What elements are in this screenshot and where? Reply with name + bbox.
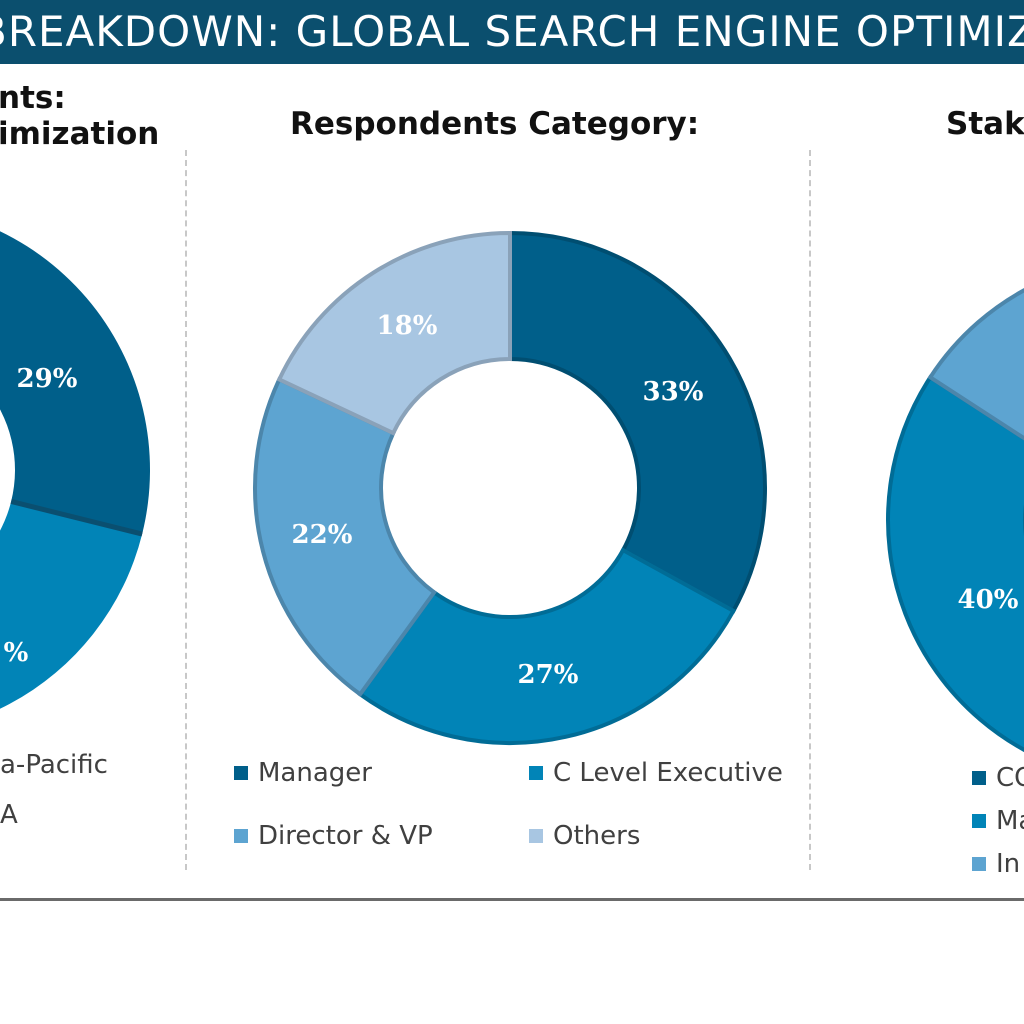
right-legend-label-3: In — [996, 849, 1021, 879]
legend-item-c-level: C Level Executive — [529, 758, 783, 788]
left-slice-label-29: 29% — [17, 364, 78, 394]
legend-swatch-manager — [234, 766, 248, 780]
legend-label-others: Others — [553, 821, 641, 851]
bottom-rule — [0, 898, 1024, 901]
right-slice-label-40: 40% — [958, 585, 1019, 615]
banner-title: BREAKDOWN: GLOBAL SEARCH ENGINE OPTIMIZ — [0, 7, 1024, 56]
right-donut-slice-ma — [886, 374, 1024, 752]
legend-item-manager: Manager — [234, 758, 372, 788]
center-donut-slice-others — [276, 230, 512, 436]
right-legend-item-1: CO — [972, 763, 1024, 793]
legend-item-others: Others — [529, 821, 640, 851]
legend-swatch-others — [529, 829, 543, 843]
right-donut — [886, 288, 1024, 752]
right-legend-swatch-1 — [972, 771, 986, 785]
center-donut-slice-director-vp — [253, 376, 437, 698]
center-chart-title: Respondents Category: — [290, 106, 700, 142]
center-slice-label-others: 18% — [377, 311, 438, 341]
right-legend-label-2: Ma — [996, 806, 1024, 836]
left-legend-item-1: a-Pacific — [0, 750, 108, 780]
left-legend-label-1: a-Pacific — [0, 750, 108, 780]
right-legend-item-3: In — [972, 849, 1020, 879]
left-legend-label-2: A — [0, 800, 18, 830]
legend-label-manager: Manager — [258, 758, 372, 788]
left-legend-item-2: A — [0, 800, 18, 830]
legend-item-director-vp: Director & VP — [234, 821, 433, 851]
left-donut-separator — [10, 499, 143, 537]
right-legend-label-1: CO — [996, 763, 1024, 793]
center-donut — [253, 230, 767, 745]
left-donut-slice-2 — [0, 501, 143, 709]
left-donut-slice-29 — [0, 231, 150, 535]
left-chart-title-line-1: nts: — [0, 80, 66, 116]
divider-right — [809, 150, 811, 870]
right-legend-swatch-3 — [972, 857, 986, 871]
header-banner: BREAKDOWN: GLOBAL SEARCH ENGINE OPTIMIZ — [0, 0, 1024, 64]
left-chart-title-line-2: imization — [0, 116, 160, 152]
legend-label-director-vp: Director & VP — [258, 821, 433, 851]
legend-label-c-level: C Level Executive — [553, 758, 783, 788]
center-slice-label-c-level: 27% — [518, 660, 579, 690]
divider-left — [185, 150, 187, 870]
right-legend-item-2: Ma — [972, 806, 1024, 836]
center-slice-label-director-vp: 22% — [292, 520, 353, 550]
center-donut-slice-c-level-executive — [357, 547, 737, 745]
left-slice-label-2: % — [4, 638, 29, 668]
right-chart-title: Stak — [946, 106, 1024, 142]
legend-swatch-director-vp — [234, 829, 248, 843]
legend-swatch-c-level — [529, 766, 543, 780]
right-legend-swatch-2 — [972, 814, 986, 828]
center-donut-slice-manager — [508, 230, 767, 614]
right-donut-slice-in — [927, 288, 1024, 441]
center-slice-label-manager: 33% — [643, 377, 704, 407]
